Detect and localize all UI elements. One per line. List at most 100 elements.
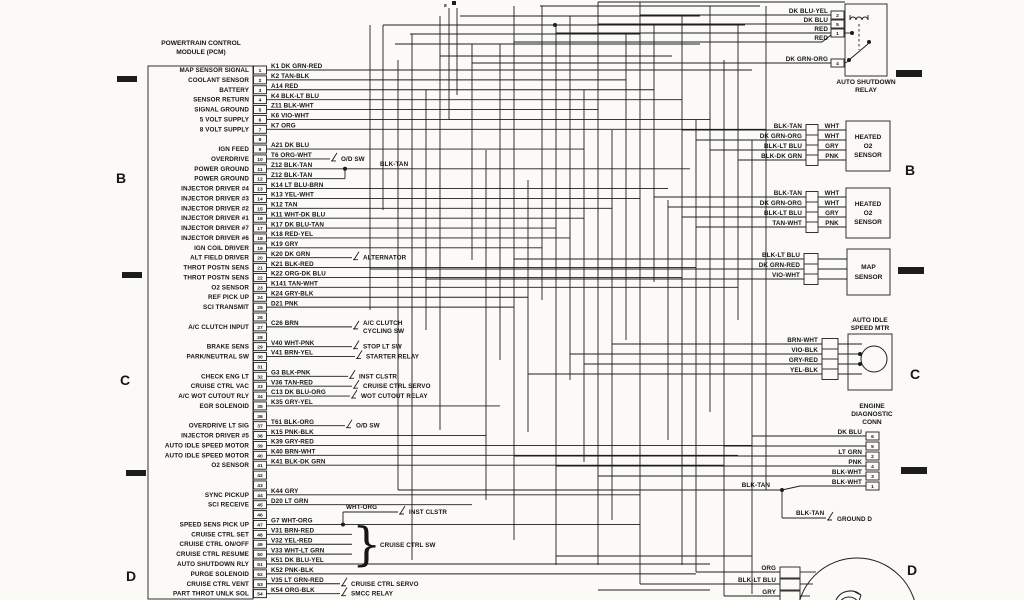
pcm-pin-number: 31 bbox=[257, 364, 263, 370]
pcm-pin-wire-label: G3 BLK-PNK bbox=[271, 369, 311, 376]
ais-motor-box bbox=[847, 333, 893, 391]
tap-component-label: INST CLSTR bbox=[359, 373, 397, 380]
top-junction-dot bbox=[452, 1, 456, 5]
ground-component-label: GROUND D bbox=[837, 516, 872, 523]
diag-bus-label: BLK-TAN bbox=[742, 482, 771, 489]
tap-component-label: CRUISE CTRL SERVO bbox=[363, 383, 431, 390]
pcm-pin-number: 20 bbox=[257, 256, 263, 262]
pcm-pin-wire-label: T6 ORG-WHT bbox=[271, 152, 312, 159]
pcm-pin-number: 40 bbox=[257, 453, 263, 459]
pcm-pin-function-label: PARK/NEUTRAL SW bbox=[187, 354, 250, 361]
pcm-pin-number: 9 bbox=[259, 147, 262, 153]
pcm-pin-function-label: CRUISE CTRL SET bbox=[191, 531, 249, 538]
relay-coil-icon bbox=[849, 16, 869, 21]
pcm-pin-wire-label: K141 TAN-WHT bbox=[271, 281, 318, 288]
relay-wire-label: RED bbox=[814, 26, 828, 33]
pcm-pin-number: 6 bbox=[259, 117, 262, 123]
o2_rear-wire-label: BLK-LT BLU bbox=[764, 210, 802, 217]
map_sensor-title: SENSOR bbox=[855, 274, 883, 281]
pcm-pin-wire-label: K18 RED-YEL bbox=[271, 231, 313, 238]
pcm-pin-function-label: BATTERY bbox=[219, 87, 249, 94]
pcm-pin-function-label: IGN FEED bbox=[218, 146, 249, 153]
inline-connector-icon bbox=[353, 320, 360, 330]
tap-component-label: O/D SW bbox=[341, 156, 365, 163]
wire bbox=[844, 60, 850, 64]
relay-wire-label: DK GRN-ORG bbox=[786, 56, 828, 63]
distributor-connector-cell bbox=[779, 566, 801, 579]
pcm-pin-function-label: INJECTOR DRIVER #3 bbox=[181, 195, 249, 202]
pcm-pin-wire-label: V31 BRN-RED bbox=[271, 528, 314, 535]
pcm-pin-wire-label: K21 BLK-RED bbox=[271, 261, 314, 268]
relay-pin-number: 4 bbox=[836, 61, 839, 67]
pcm-pin-number: 18 bbox=[257, 236, 263, 242]
pcm-pin-function-label: O2 SENSOR bbox=[211, 284, 249, 291]
ais_motor-title: AUTO IDLE bbox=[852, 317, 888, 324]
relay-wire-label: DK BLU-YEL bbox=[789, 8, 828, 15]
inline-connector-icon bbox=[349, 370, 356, 379]
o2_front-title: O2 bbox=[864, 143, 873, 150]
pcm-pin-number: 39 bbox=[257, 443, 263, 449]
pcm-pin-number: 35 bbox=[257, 404, 263, 410]
pcm-pin-function-label: A/C CLUTCH INPUT bbox=[188, 324, 249, 331]
pcm-pin-number: 45 bbox=[257, 503, 263, 509]
pcm-pin-function-label: AUTO SHUTDOWN RLY bbox=[177, 561, 250, 568]
pcm-pin-function-label: THROT POSTN SENS bbox=[183, 265, 249, 272]
zone-letter: B bbox=[905, 162, 915, 178]
o2_rear-pigtail-label: PNK bbox=[825, 220, 839, 227]
zone-letter: C bbox=[910, 366, 920, 382]
o2_rear-title: HEATED bbox=[855, 201, 882, 208]
distributor-body bbox=[799, 557, 915, 600]
pcm-pin-function-label: SCI TRANSMIT bbox=[203, 304, 249, 311]
distributor-connector-cell bbox=[779, 578, 801, 591]
o2_front-wire-label: BLK-LT BLU bbox=[764, 143, 802, 150]
diag-wire-label: PNK bbox=[848, 459, 862, 466]
inline-connector-icon bbox=[351, 389, 358, 399]
pcm-pin-function-label: CHECK ENG LT bbox=[201, 373, 249, 380]
ais-wire-label: YEL-BLK bbox=[790, 367, 818, 374]
pcm-pin-wire-label: K7 ORG bbox=[271, 122, 296, 129]
pcm-pin-number: 42 bbox=[257, 473, 263, 479]
cruise-switch-brace: } bbox=[352, 517, 381, 571]
pcm-pin-wire-label: K4 BLK-LT BLU bbox=[271, 93, 319, 100]
distributor-wire-label: BLK-LT BLU bbox=[738, 577, 776, 584]
wire bbox=[821, 34, 832, 43]
pcm-pin-wire-label: C26 BRN bbox=[271, 320, 299, 327]
pcm-pin-wire-label: V41 BRN-YEL bbox=[271, 350, 313, 357]
o2_rear-pigtail-label: WHT bbox=[825, 190, 840, 197]
pcm-pin-function-label: OVERDRIVE LT SIG bbox=[189, 423, 249, 430]
o2_front-wire-label: BLK-TAN bbox=[774, 123, 803, 130]
pcm-pin-wire-label: K52 PNK-BLK bbox=[271, 567, 314, 574]
pcm-pin-box bbox=[253, 470, 267, 480]
o2_front-box bbox=[845, 120, 891, 172]
pcm-pin-number: 13 bbox=[257, 187, 263, 193]
junction-dot bbox=[867, 40, 871, 44]
relay-title: RELAY bbox=[855, 87, 877, 94]
junction-dot bbox=[858, 362, 862, 366]
pcm-pin-number: 44 bbox=[257, 493, 263, 499]
pcm-pin-number: 51 bbox=[257, 562, 263, 568]
asd-relay-box bbox=[844, 3, 888, 77]
distributor-rotor-icon bbox=[840, 596, 858, 600]
pcm-pin-function-label: SENSOR RETURN bbox=[193, 97, 249, 104]
pcm-pin-wire-label: V36 TAN-RED bbox=[271, 379, 313, 386]
relay-switch-icon bbox=[848, 43, 869, 61]
inline-connector-icon bbox=[827, 511, 834, 521]
inline-connector-icon bbox=[356, 350, 363, 359]
map_sensor-wire-label: BLK-LT BLU bbox=[762, 252, 800, 259]
registration-mark bbox=[901, 467, 927, 474]
tap-component-label: STARTER RELAY bbox=[366, 354, 420, 361]
diag-conn-title: DIAGNOSTIC bbox=[851, 411, 893, 418]
pcm-box bbox=[147, 65, 254, 600]
pcm-pin-number: 29 bbox=[257, 345, 263, 351]
pcm-pin-wire-label: K54 ORG-BLK bbox=[271, 587, 315, 594]
pcm-pin-wire-label: V40 WHT-PNK bbox=[271, 340, 315, 347]
pcm-pin-number: 52 bbox=[257, 572, 263, 578]
map_sensor-title: MAP bbox=[861, 264, 876, 271]
pcm-pin-function-label: 8 VOLT SUPPLY bbox=[200, 126, 250, 133]
ais-wire-label: BRN-WHT bbox=[787, 337, 818, 344]
pcm-pin-number: 5 bbox=[259, 108, 262, 114]
inline-connector-icon bbox=[331, 152, 338, 162]
o2_front-pigtail-label: WHT bbox=[825, 123, 840, 130]
relay-pin-number: 2 bbox=[836, 13, 839, 19]
